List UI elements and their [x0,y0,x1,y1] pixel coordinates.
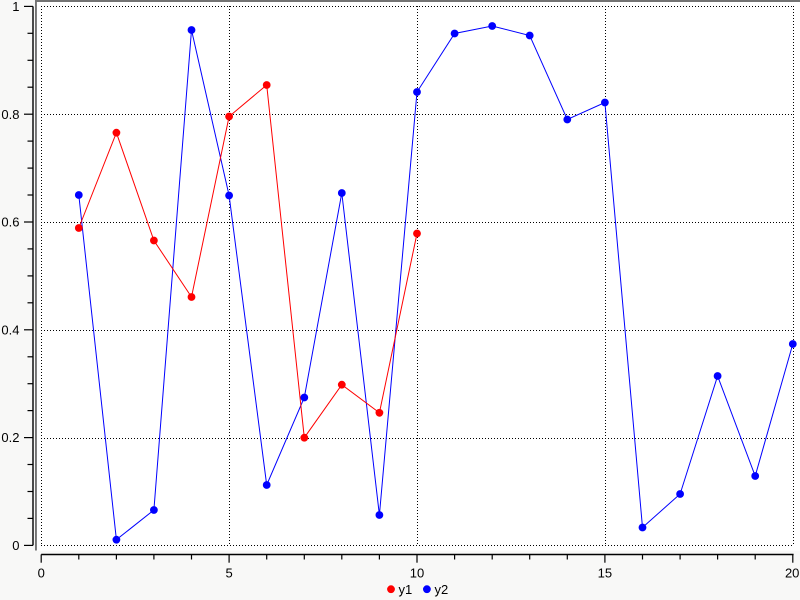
svg-text:1: 1 [12,0,19,14]
svg-text:0: 0 [38,566,45,581]
svg-text:0.8: 0.8 [1,107,19,122]
svg-text:10: 10 [410,566,424,581]
svg-text:y2: y2 [435,582,449,597]
svg-text:y1: y1 [399,582,413,597]
svg-text:15: 15 [598,566,612,581]
svg-text:0.2: 0.2 [1,430,19,445]
svg-text:0: 0 [12,538,19,553]
svg-text:0.4: 0.4 [1,322,19,337]
svg-text:20: 20 [785,566,799,581]
svg-text:5: 5 [225,566,232,581]
svg-text:0.6: 0.6 [1,215,19,230]
